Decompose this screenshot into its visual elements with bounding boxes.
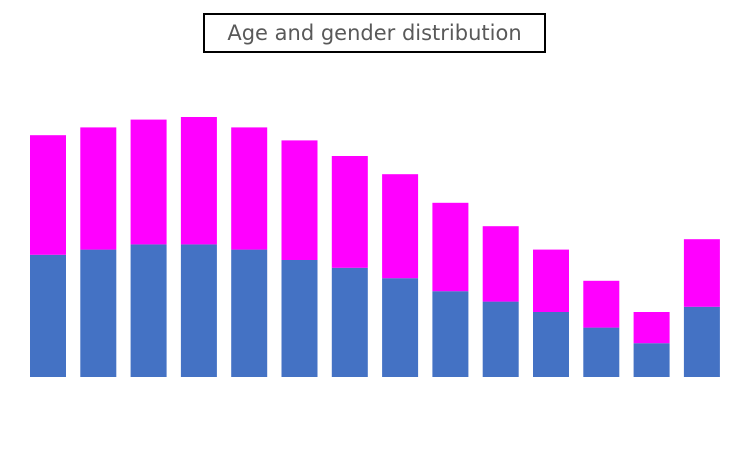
bar-male-8 <box>382 278 419 377</box>
bar-male-4 <box>180 244 217 377</box>
bar-male-14 <box>683 306 720 377</box>
bar-female-1 <box>30 135 66 255</box>
bar-female-13 <box>633 312 670 344</box>
bar-female-4 <box>180 117 217 245</box>
bar-female-2 <box>80 127 117 250</box>
bar-female-11 <box>533 249 569 312</box>
bar-female-6 <box>281 140 318 260</box>
bar-male-10 <box>482 301 519 377</box>
bar-male-11 <box>533 312 569 377</box>
bar-male-12 <box>583 327 620 377</box>
bar-male-9 <box>432 291 469 377</box>
bar-female-10 <box>482 226 519 302</box>
bar-male-1 <box>30 254 66 377</box>
bar-male-2 <box>80 249 117 377</box>
chart-title: Age and gender distribution <box>203 13 546 53</box>
bar-male-5 <box>231 249 268 377</box>
bar-male-7 <box>331 267 368 377</box>
bar-female-7 <box>331 156 368 268</box>
bar-male-6 <box>281 260 318 377</box>
bar-female-3 <box>130 119 167 245</box>
bar-male-13 <box>633 343 670 377</box>
bar-female-8 <box>382 174 419 279</box>
bar-female-5 <box>231 127 268 250</box>
bar-female-9 <box>432 202 469 292</box>
bar-male-3 <box>130 244 167 377</box>
bar-female-12 <box>583 280 620 328</box>
bar-female-14 <box>683 239 720 307</box>
